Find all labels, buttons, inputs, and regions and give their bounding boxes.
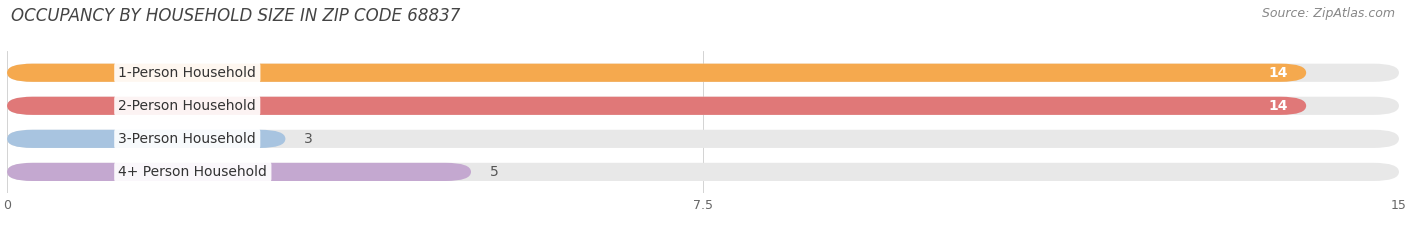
Text: 3: 3 — [304, 132, 312, 146]
Text: Source: ZipAtlas.com: Source: ZipAtlas.com — [1261, 7, 1395, 20]
FancyBboxPatch shape — [7, 130, 285, 148]
FancyBboxPatch shape — [7, 97, 1306, 115]
Text: 1-Person Household: 1-Person Household — [118, 66, 256, 80]
FancyBboxPatch shape — [7, 64, 1399, 82]
FancyBboxPatch shape — [7, 97, 1399, 115]
FancyBboxPatch shape — [7, 130, 1399, 148]
Text: 2-Person Household: 2-Person Household — [118, 99, 256, 113]
Text: 3-Person Household: 3-Person Household — [118, 132, 256, 146]
Text: 14: 14 — [1268, 66, 1288, 80]
Text: 4+ Person Household: 4+ Person Household — [118, 165, 267, 179]
Text: OCCUPANCY BY HOUSEHOLD SIZE IN ZIP CODE 68837: OCCUPANCY BY HOUSEHOLD SIZE IN ZIP CODE … — [11, 7, 461, 25]
Text: 14: 14 — [1268, 99, 1288, 113]
FancyBboxPatch shape — [7, 163, 471, 181]
Text: 5: 5 — [489, 165, 498, 179]
FancyBboxPatch shape — [7, 163, 1399, 181]
FancyBboxPatch shape — [7, 64, 1306, 82]
